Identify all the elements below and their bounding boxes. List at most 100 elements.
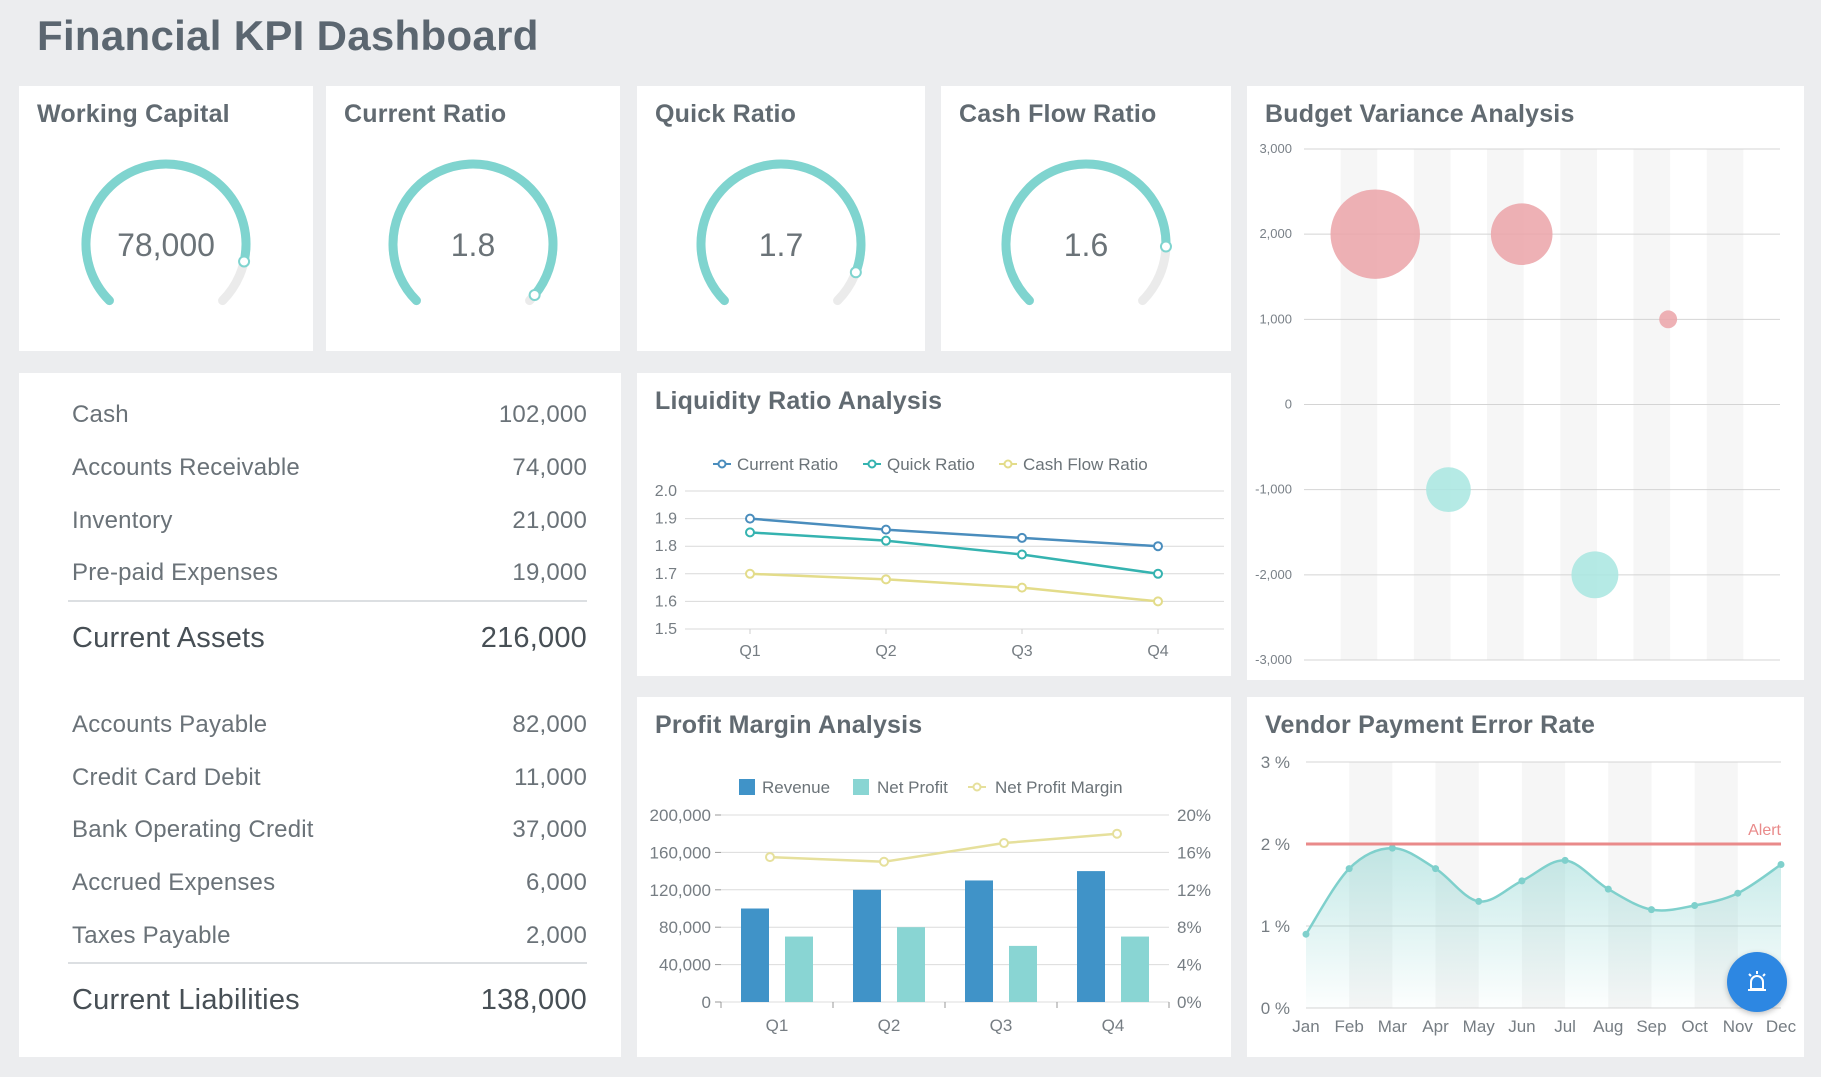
gauge-fill	[1001, 159, 1171, 306]
data-point	[1302, 930, 1310, 938]
budget-variance-card: Budget Variance Analysis -3,000 -2,000 -1,…	[1247, 86, 1804, 680]
asset-row-accounts-receivable: Accounts Receivable 74,000	[72, 454, 587, 482]
bubble	[1330, 189, 1420, 279]
gauge-pointer	[849, 266, 862, 279]
row-label: Accrued Expenses	[72, 869, 276, 896]
data-point	[881, 524, 891, 535]
gauge-card-current-ratio: Current Ratio 1.8	[326, 86, 620, 351]
row-label: Credit Card Debit	[72, 764, 261, 791]
legend-swatch	[853, 779, 869, 795]
gauge-value: 1.8	[451, 227, 495, 263]
data-point	[1153, 541, 1163, 552]
profit-margin-card: Profit Margin Analysis 0 40,000 80,000 120,…	[637, 697, 1231, 1057]
bubble	[1659, 310, 1678, 329]
page-title: Financial KPI Dashboard	[37, 12, 539, 59]
x-tick-label: Sep	[1636, 1017, 1666, 1036]
x-tick-label: Nov	[1723, 1017, 1754, 1036]
alarm-icon	[1748, 971, 1766, 991]
liability-row-bank-operating-credit: Bank Operating Credit 37,000	[72, 816, 587, 844]
row-label: Bank Operating Credit	[72, 816, 314, 843]
margin-point	[765, 852, 775, 863]
x-tick-label: Q3	[1011, 643, 1032, 660]
gauge-fill	[81, 159, 251, 306]
legend-label: Net Profit Margin	[995, 778, 1123, 797]
x-tick-label: Aug	[1593, 1017, 1623, 1036]
gauge-value: 1.7	[759, 227, 803, 263]
margin-line	[769, 832, 1118, 864]
y-tick-label: 2.0	[655, 483, 677, 500]
y-tick-label: 2 %	[1261, 835, 1290, 854]
margin-point	[1112, 828, 1122, 839]
x-tick-label: Q1	[766, 1016, 789, 1035]
y-tick-label: 1.7	[655, 566, 677, 583]
y-tick-label: 1.8	[655, 538, 677, 555]
row-label: Accounts Payable	[72, 711, 268, 738]
legend-marker	[867, 459, 877, 469]
data-point	[1017, 549, 1027, 560]
x-tick-label: Q4	[1147, 643, 1168, 660]
y2-tick-label: 16%	[1177, 843, 1211, 862]
legend-label: Net Profit	[877, 778, 948, 797]
data-point	[1017, 582, 1027, 593]
bar	[897, 927, 925, 1002]
row-value: 21,000	[512, 507, 587, 534]
row-value: 102,000	[498, 401, 587, 428]
divider	[68, 962, 587, 964]
y-tick-label: 200,000	[650, 806, 711, 825]
legend-marker	[717, 459, 727, 469]
liquidity-chart: 1.5 1.6 1.7 1.8 1.9 2.0 Q1 Q2 Q3 Q4 Current Ratio Q…	[655, 455, 1224, 660]
data-point	[1432, 865, 1440, 873]
legend-label: Cash Flow Ratio	[1023, 455, 1148, 474]
gauge-chart: 1.7	[696, 159, 866, 306]
x-tick-label: Q4	[1102, 1016, 1125, 1035]
x-tick-label: Oct	[1681, 1017, 1708, 1036]
gauge-title: Quick Ratio	[655, 100, 797, 128]
data-point	[1475, 897, 1483, 905]
bubble	[1490, 203, 1553, 265]
row-label: Pre-paid Expenses	[72, 559, 279, 586]
gauge-card-quick-ratio: Quick Ratio 1.7	[637, 86, 925, 351]
legend-marker	[1003, 459, 1013, 469]
bar	[785, 936, 813, 1002]
chart-title: Budget Variance Analysis	[1265, 100, 1575, 128]
alarm-button[interactable]	[1727, 952, 1787, 1012]
gauge-chart: 1.6	[1001, 159, 1172, 306]
data-point	[1777, 861, 1785, 868]
row-value: 37,000	[512, 816, 587, 843]
margin-point	[879, 856, 889, 867]
y-tick-label: 2,000	[1259, 226, 1292, 241]
gauge-title: Working Capital	[37, 100, 230, 128]
x-tick-label: Q2	[878, 1016, 901, 1035]
gauge-card-cash-flow-ratio: Cash Flow Ratio 1.6	[941, 86, 1231, 351]
gauge-card-working-capital: Working Capital 78,000	[19, 86, 313, 351]
y-tick-label: 1.5	[655, 621, 677, 638]
divider	[68, 600, 587, 602]
data-point	[1691, 902, 1699, 909]
data-point	[1153, 568, 1163, 579]
y2-tick-label: 12%	[1177, 881, 1211, 900]
y-tick-label: 3,000	[1259, 141, 1292, 156]
liquidity-card: Liquidity Ratio Analysis 1.5 1.6 1.7 1.8 1.9…	[637, 373, 1231, 676]
gauge-pointer	[528, 288, 541, 301]
row-label: Taxes Payable	[72, 922, 231, 949]
legend-label: Current Ratio	[737, 455, 838, 474]
row-value: 74,000	[512, 454, 587, 481]
x-tick-label: Apr	[1422, 1017, 1449, 1036]
row-value: 138,000	[480, 984, 587, 1016]
gauge-value: 1.6	[1064, 227, 1108, 263]
row-label: Current Assets	[72, 622, 265, 654]
x-tick-label: May	[1463, 1017, 1496, 1036]
asset-row-prepaid-expenses: Pre-paid Expenses 19,000	[72, 559, 587, 587]
data-point	[1388, 844, 1396, 852]
current-liabilities-total: Current Liabilities 138,000	[72, 984, 587, 1017]
y-tick-label: 160,000	[650, 843, 711, 862]
y-tick-label: 0 %	[1261, 999, 1290, 1018]
current-assets-total: Current Assets 216,000	[72, 622, 587, 655]
data-point	[1518, 877, 1526, 885]
x-tick-label: Jul	[1554, 1017, 1576, 1036]
data-point	[1647, 906, 1655, 914]
row-value: 6,000	[525, 869, 587, 896]
chart-title: Profit Margin Analysis	[655, 711, 923, 739]
chart-title: Liquidity Ratio Analysis	[655, 387, 943, 415]
x-tick-label: Mar	[1378, 1017, 1408, 1036]
